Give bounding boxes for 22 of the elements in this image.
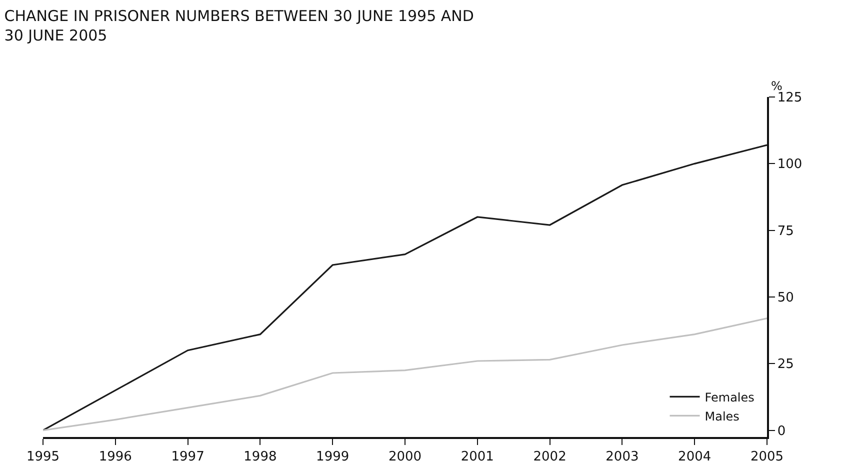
line-series — [43, 318, 767, 432]
x-tick-label: 2001 — [460, 449, 494, 464]
y-tick-label: 0 — [777, 424, 786, 439]
x-tick-label: 1996 — [98, 449, 132, 464]
legend-label: Females — [704, 390, 754, 404]
chart-title: CHANGE IN PRISONER NUMBERS BETWEEN 30 JUNE 1995 AND 30 JUNE 2005 — [4, 7, 474, 45]
x-tick-label: 2003 — [606, 449, 639, 464]
y-tick-label: 75 — [777, 224, 794, 239]
y-tick-label: 125 — [777, 90, 802, 106]
x-tick-label: 1995 — [26, 449, 60, 464]
legend-label: Males — [704, 409, 740, 424]
y-tick-label: 50 — [777, 290, 794, 306]
x-tick-label: 2004 — [678, 449, 712, 464]
y-axis-title: % — [771, 79, 782, 93]
x-tick-label: 1997 — [171, 449, 204, 464]
x-tick-label: 2005 — [750, 449, 784, 464]
x-tick-label: 1999 — [316, 449, 350, 464]
x-tick-label: 2002 — [533, 449, 566, 464]
x-tick-label: 1998 — [244, 449, 277, 464]
y-tick-label: 25 — [777, 357, 794, 372]
x-tick-label: 2000 — [388, 449, 422, 464]
y-tick-label: 100 — [777, 157, 802, 172]
